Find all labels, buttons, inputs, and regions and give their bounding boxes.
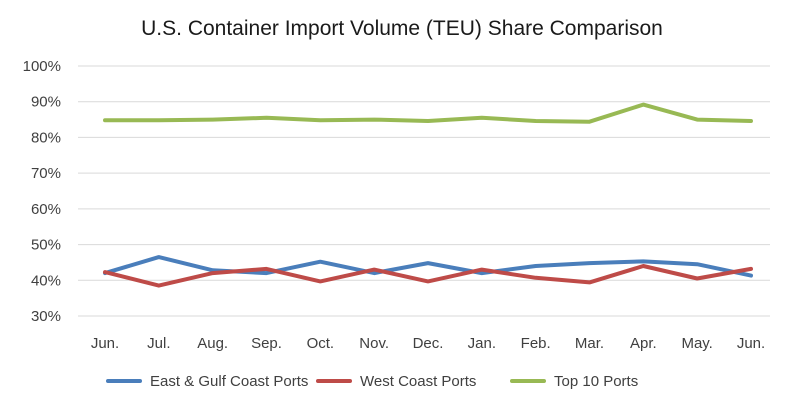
series-line-top-10-ports: [103, 102, 753, 124]
x-axis-ticks: Jun. Jul. Aug. Sep. Oct. Nov. Dec. Jan. Feb. Mar.…: [91, 335, 765, 352]
y-tick-label: 90%: [31, 94, 61, 111]
series-line-east-gulf-coast-ports: [103, 255, 753, 278]
x-tick-label: May.: [681, 335, 712, 352]
legend: East & Gulf Coast Ports West Coast Ports T…: [106, 373, 638, 390]
chart-title: U.S. Container Import Volume (TEU) Share…: [141, 17, 663, 40]
x-tick-label: Oct.: [307, 335, 335, 352]
x-tick-label: Jul.: [147, 335, 170, 352]
x-tick-label: Aug.: [197, 335, 228, 352]
x-tick-label: Jun.: [91, 335, 119, 352]
series-line-west-coast-ports: [103, 264, 753, 288]
y-tick-label: 40%: [31, 272, 61, 289]
legend-label-top-10-ports: Top 10 Ports: [554, 373, 638, 390]
x-tick-label: Sep.: [251, 335, 282, 352]
legend-label-west-coast-ports: West Coast Ports: [360, 373, 476, 390]
x-tick-label: Jun.: [737, 335, 765, 352]
y-tick-label: 80%: [31, 129, 61, 146]
x-tick-label: Feb.: [521, 335, 551, 352]
legend-label-east-gulf-coast-ports: East & Gulf Coast Ports: [150, 373, 308, 390]
y-tick-label: 100%: [23, 58, 61, 75]
gridlines: [78, 65, 770, 317]
y-tick-label: 50%: [31, 237, 61, 254]
y-tick-label: 30%: [31, 308, 61, 325]
x-tick-label: Mar.: [575, 335, 604, 352]
y-tick-label: 60%: [31, 201, 61, 218]
y-tick-label: 70%: [31, 165, 61, 182]
x-tick-label: Jan.: [468, 335, 496, 352]
x-tick-label: Nov.: [359, 335, 389, 352]
x-tick-label: Dec.: [413, 335, 444, 352]
x-tick-label: Apr.: [630, 335, 657, 352]
series-lines: [103, 102, 753, 288]
y-axis-ticks: 100% 90% 80% 70% 60% 50% 40% 30%: [23, 58, 61, 325]
